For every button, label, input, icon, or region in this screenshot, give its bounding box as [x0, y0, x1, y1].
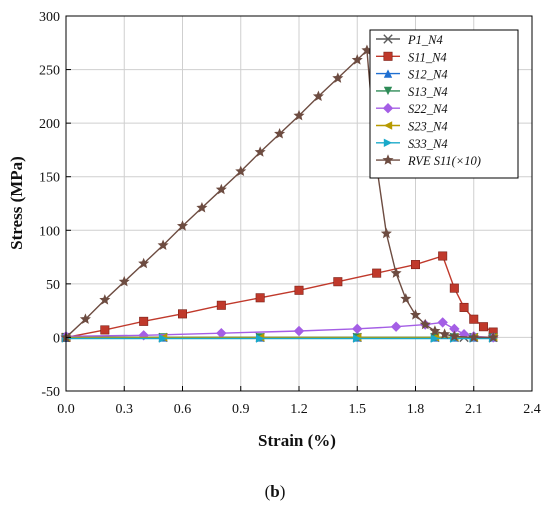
data-point-s22-n4: [437, 317, 448, 328]
data-point-rve-s11-10: [79, 313, 91, 324]
x-tick-label: 0.0: [57, 402, 75, 417]
data-point-s22-n4: [293, 325, 305, 337]
data-point-s11-n4: [178, 309, 188, 319]
chart: 0.0 0.3 0.6 0.9 1.2 1.5 1.8 2.1 2.4 -50 0 50 100 150 2…: [7, 10, 541, 450]
legend-marker-s23-n4: [383, 121, 393, 130]
legend-label-s22-n4: S22_N4: [408, 102, 448, 116]
data-point-s11-n4: [438, 251, 448, 261]
data-point-rve-s11-10: [468, 331, 480, 343]
data-point-rve-s11-10: [118, 275, 130, 287]
data-point-s11-n4: [139, 316, 149, 326]
figure-caption: (b): [264, 482, 286, 501]
data-point-rve-s11-10: [419, 318, 431, 330]
plot-series: [60, 44, 499, 343]
x-tick-label: 0.6: [174, 402, 192, 417]
series-line-s11-n4: [65, 255, 494, 339]
data-point-rve-s11-10: [293, 109, 305, 121]
series-s11-n4: [61, 251, 498, 342]
x-tick-label: 2.4: [523, 402, 541, 417]
y-tick-label: 300: [39, 10, 60, 25]
data-point-s33-n4: [158, 334, 168, 343]
data-point-s11-n4: [410, 260, 420, 270]
data-point-rve-s11-10: [409, 309, 422, 320]
data-point-s11-n4: [449, 283, 459, 293]
legend-box: [369, 29, 519, 179]
data-point-rve-s11-10: [176, 220, 189, 231]
y-tick-label: -50: [41, 385, 60, 400]
data-point-s22-n4: [216, 327, 227, 339]
data-point-rve-s11-10: [274, 128, 286, 139]
y-tick-label: 150: [39, 171, 60, 186]
figure-caption-letter: b: [270, 482, 280, 501]
data-point-s33-n4: [255, 334, 265, 343]
data-point-s11-n4: [216, 300, 226, 310]
data-point-rve-s11-10: [332, 72, 344, 83]
legend-marker-s33-n4: [383, 138, 393, 147]
legend-label-s13-n4: S13_N4: [408, 85, 448, 99]
x-tick-label: 1.5: [349, 402, 367, 417]
legend-marker-s11-n4: [383, 51, 393, 61]
data-point-s11-n4: [478, 322, 488, 332]
legend-marker-p1-n4: [383, 34, 393, 44]
legend-label-s33-n4: S33_N4: [408, 137, 448, 151]
legend-label-s12-n4: S12_N4: [408, 68, 448, 82]
x-tick-label: 2.1: [465, 402, 483, 417]
data-point-s11-n4: [469, 314, 479, 324]
x-axis-label: Strain (%): [258, 431, 336, 450]
data-point-rve-s11-10: [157, 239, 169, 250]
legend-label-p1-n4: P1_N4: [407, 33, 443, 47]
y-tick-label: 200: [39, 117, 60, 132]
data-point-rve-s11-10: [235, 165, 247, 177]
data-point-rve-s11-10: [390, 267, 402, 278]
data-point-s11-n4: [294, 285, 304, 295]
x-tick-label: 1.8: [407, 402, 425, 417]
data-point-rve-s11-10: [312, 90, 324, 102]
x-tick-label: 1.2: [290, 402, 308, 417]
axis-ticks: 0.0 0.3 0.6 0.9 1.2 1.5 1.8 2.1 2.4 -50 0 50 100 150 2…: [39, 10, 541, 417]
y-tick-label: 0: [53, 331, 60, 346]
data-point-s22-n4: [390, 321, 402, 332]
data-point-rve-s11-10: [487, 331, 499, 343]
data-point-rve-s11-10: [138, 257, 150, 269]
x-tick-label: 0.9: [232, 402, 250, 417]
data-point-s33-n4: [430, 334, 440, 343]
data-point-s11-n4: [333, 277, 343, 287]
data-point-rve-s11-10: [400, 293, 412, 304]
data-point-s11-n4: [372, 268, 382, 278]
data-point-rve-s11-10: [254, 146, 266, 157]
legend: P1_N4 S11_N4 S12_N4 S13_N4 S22_N4 S23_N4 S33_N…: [369, 29, 519, 179]
data-point-s33-n4: [353, 334, 362, 343]
data-point-s11-n4: [459, 302, 469, 312]
data-point-rve-s11-10: [215, 183, 227, 195]
series-line-rve-s11-10: [65, 48, 494, 339]
legend-label-s23-n4: S23_N4: [408, 120, 448, 134]
legend-label-rve-s11-10: RVE S11(×10): [407, 154, 481, 168]
y-axis-label: Stress (MPa): [7, 156, 26, 250]
data-point-rve-s11-10: [196, 201, 208, 213]
legend-marker-s22-n4: [382, 103, 394, 114]
legend-marker-s13-n4: [383, 86, 393, 96]
data-point-s22-n4: [352, 323, 363, 335]
y-tick-label: 50: [46, 278, 60, 293]
data-point-rve-s11-10: [429, 325, 441, 336]
legend-marker-rve-s11-10: [382, 154, 394, 165]
data-point-rve-s11-10: [448, 330, 460, 342]
data-point-s11-n4: [100, 325, 110, 335]
data-point-rve-s11-10: [99, 294, 111, 305]
y-tick-label: 250: [39, 64, 60, 79]
legend-label-s11-n4: S11_N4: [408, 50, 447, 64]
data-point-s22-n4: [449, 323, 460, 335]
y-tick-label: 100: [39, 224, 60, 239]
data-point-rve-s11-10: [351, 54, 363, 65]
data-point-rve-s11-10: [380, 227, 392, 239]
data-point-rve-s11-10: [439, 328, 451, 339]
legend-marker-s12-n4: [383, 69, 393, 78]
x-tick-label: 0.3: [116, 402, 134, 417]
data-point-s11-n4: [255, 293, 265, 303]
